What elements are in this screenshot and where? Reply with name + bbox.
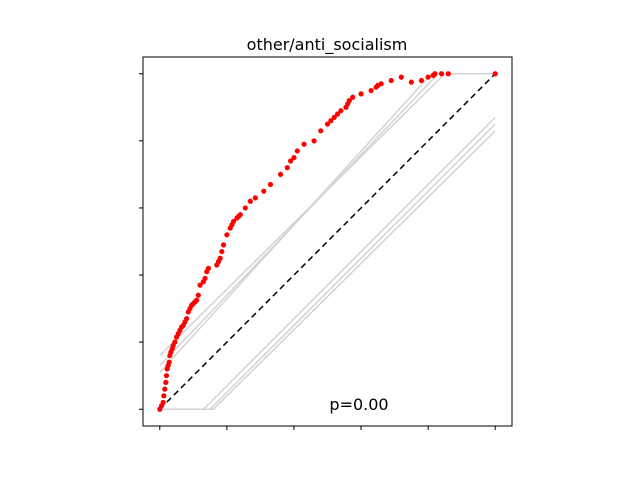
data-point: [408, 79, 414, 85]
envelope-line: [159, 73, 496, 373]
data-point: [350, 94, 356, 100]
data-point: [311, 138, 317, 144]
data-point: [242, 205, 248, 211]
data-point: [217, 255, 223, 261]
data-point: [195, 292, 201, 298]
data-point: [163, 373, 170, 379]
envelope-line: [159, 130, 496, 410]
data-point: [346, 98, 352, 104]
data-point: [172, 339, 178, 345]
x-axis-ticks: [159, 426, 496, 430]
axes-frame: [142, 56, 513, 427]
y-axis-ticks: [139, 73, 143, 410]
data-point: [161, 393, 167, 399]
data-point: [220, 242, 227, 248]
envelope-line: [159, 116, 496, 410]
data-point: [288, 158, 294, 164]
data-point: [294, 148, 300, 154]
reference-line: [159, 73, 496, 410]
data-point: [425, 74, 431, 80]
data-point: [398, 74, 404, 80]
data-point: [445, 71, 451, 77]
data-point: [334, 111, 341, 117]
data-point: [194, 297, 200, 303]
data-point: [237, 212, 243, 218]
data-point: [318, 128, 324, 134]
data-point: [328, 118, 334, 124]
data-point: [368, 87, 374, 94]
data-point: [358, 91, 364, 97]
data-point: [432, 71, 438, 77]
reference-diagonal-line: [159, 73, 496, 410]
data-point: [492, 71, 498, 77]
data-point: [331, 114, 337, 120]
data-point: [247, 198, 253, 204]
data-point: [338, 108, 344, 114]
data-point: [230, 218, 237, 224]
envelope-line: [159, 73, 496, 367]
data-point: [388, 77, 394, 84]
data-point: [162, 386, 168, 392]
data-point: [261, 188, 267, 194]
data-point: [205, 265, 212, 271]
data-point: [418, 77, 425, 84]
data-point: [301, 141, 307, 147]
data-point: [224, 232, 230, 238]
p-value-annotation: p=0.00: [329, 395, 388, 414]
data-point: [438, 71, 445, 77]
data-point: [197, 282, 203, 288]
data-point: [202, 275, 208, 281]
data-point: [219, 248, 225, 255]
data-point: [277, 171, 284, 178]
data-point: [160, 399, 166, 406]
data-point: [378, 81, 384, 87]
plot-area: [139, 56, 513, 430]
data-point: [324, 121, 331, 127]
data-point: [252, 195, 258, 201]
data-point: [184, 316, 190, 322]
chart-title: other/anti_socialism: [247, 35, 408, 55]
data-point: [166, 359, 172, 365]
data-point: [291, 155, 297, 161]
data-point: [163, 379, 169, 385]
data-point: [284, 165, 290, 171]
data-points: [157, 71, 498, 412]
data-point: [267, 181, 274, 188]
